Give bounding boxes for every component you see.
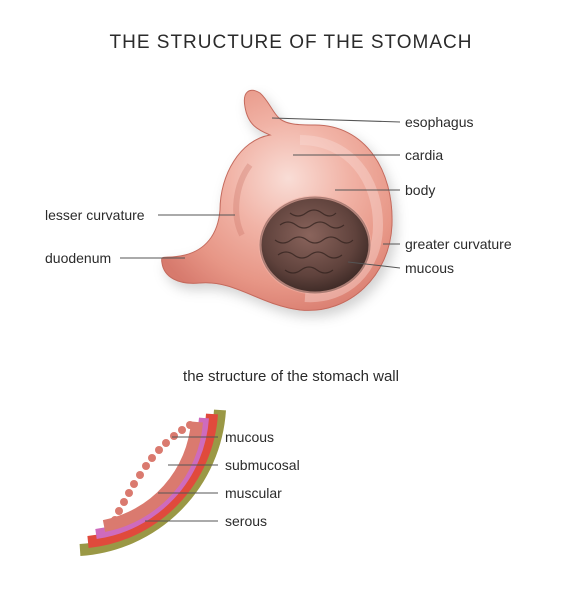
label-wall-muscular: muscular [225, 485, 282, 501]
label-wall-submucosal: submucosal [225, 457, 300, 473]
label-wall-serous: serous [225, 513, 267, 529]
wall-leaders [0, 0, 582, 600]
label-wall-mucous: mucous [225, 429, 274, 445]
